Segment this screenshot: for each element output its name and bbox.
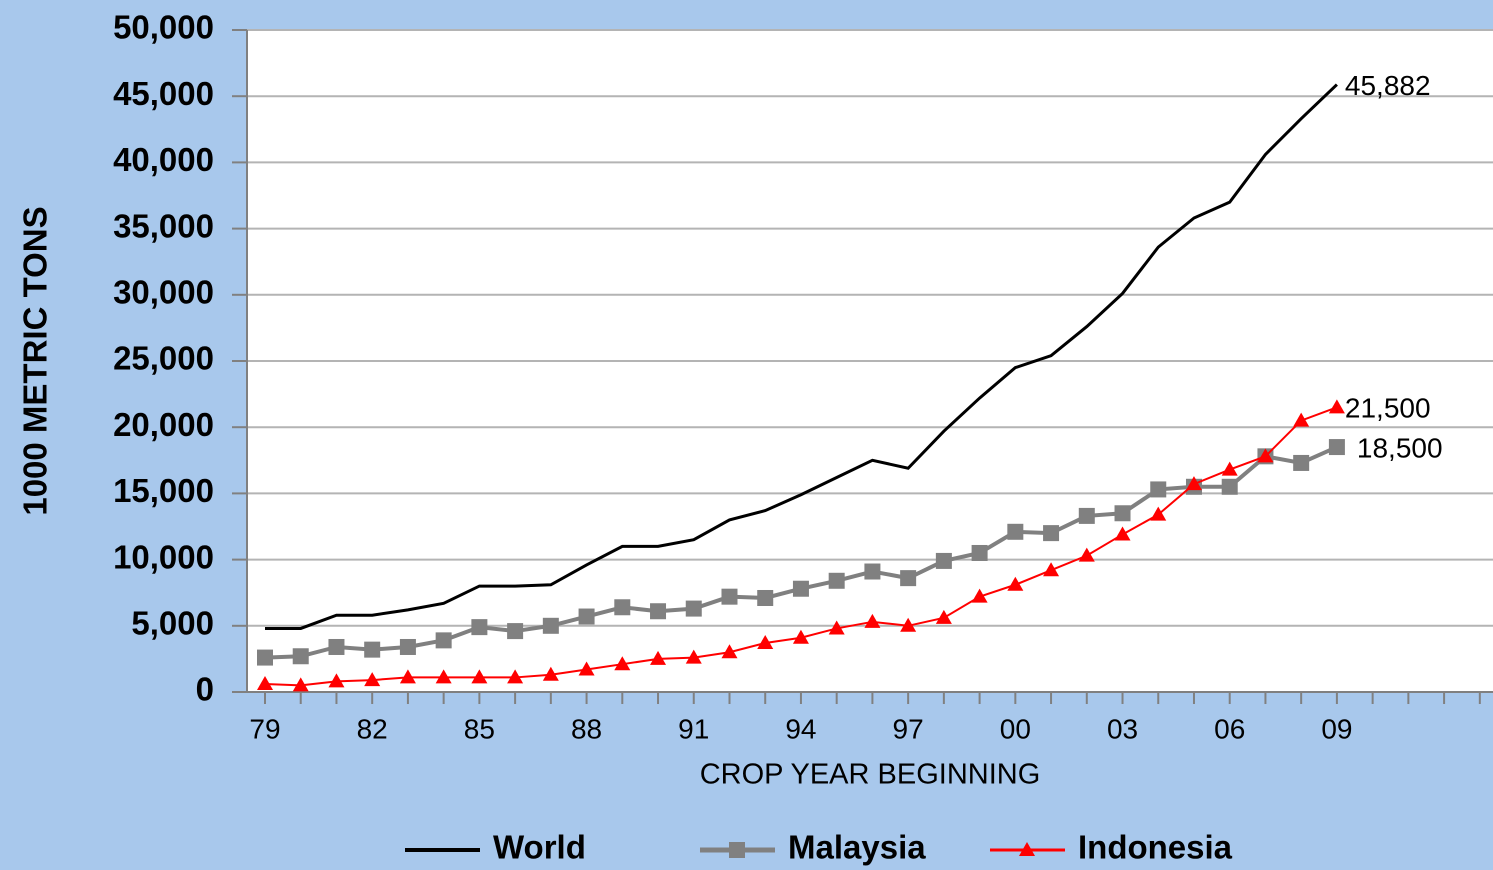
marker [364, 641, 381, 658]
marker [1293, 454, 1310, 471]
marker [757, 589, 774, 606]
value-label: 45,882 [1345, 70, 1431, 101]
marker [900, 570, 917, 587]
y-tick-label: 20,000 [113, 406, 214, 443]
marker [1257, 448, 1274, 463]
y-axis-label: 1000 METRIC TONS [17, 206, 54, 515]
marker [685, 600, 702, 617]
x-tick-label: 03 [1107, 713, 1138, 744]
marker [614, 656, 631, 671]
marker [399, 638, 416, 655]
marker [1293, 412, 1310, 427]
value-label: 21,500 [1345, 393, 1431, 424]
marker [864, 613, 881, 628]
marker [328, 673, 345, 688]
marker [507, 669, 524, 684]
legend-label: Indonesia [1078, 829, 1233, 866]
marker [578, 661, 595, 676]
marker [900, 617, 917, 632]
y-tick-label: 35,000 [113, 207, 214, 244]
legend-marker [729, 842, 745, 858]
marker [935, 609, 952, 624]
y-tick-label: 50,000 [113, 9, 214, 46]
y-tick-label: 5,000 [131, 605, 214, 642]
x-tick-label: 79 [249, 713, 280, 744]
value-label: 18,500 [1357, 432, 1443, 463]
y-tick-label: 10,000 [113, 538, 214, 575]
marker [614, 599, 631, 616]
marker [757, 635, 774, 650]
x-tick-label: 00 [1000, 713, 1031, 744]
marker [828, 572, 845, 589]
legend-label: World [493, 829, 586, 866]
marker [1150, 481, 1167, 498]
marker [257, 649, 273, 666]
marker [1185, 476, 1202, 491]
x-tick-label: 09 [1321, 713, 1352, 744]
marker [1221, 461, 1238, 476]
marker [542, 617, 559, 634]
marker [1328, 439, 1345, 456]
marker [1007, 523, 1024, 540]
marker [328, 638, 345, 655]
legend-marker [1019, 842, 1035, 856]
marker [721, 588, 738, 605]
x-tick-label: 88 [571, 713, 602, 744]
marker [1150, 506, 1167, 521]
marker [578, 608, 595, 625]
marker [1043, 525, 1060, 542]
marker [542, 666, 559, 681]
x-tick-label: 97 [893, 713, 924, 744]
marker [828, 620, 845, 635]
marker [792, 580, 809, 597]
marker [971, 544, 988, 561]
marker [864, 563, 881, 580]
marker [364, 672, 381, 687]
marker [257, 676, 273, 691]
x-tick-label: 06 [1214, 713, 1245, 744]
marker [1078, 547, 1095, 562]
x-tick-label: 85 [464, 713, 495, 744]
marker [1043, 562, 1060, 577]
marker [1221, 478, 1238, 495]
x-tick-label: 91 [678, 713, 709, 744]
x-axis-label: CROP YEAR BEGINNING [700, 759, 1041, 791]
marker [1328, 399, 1345, 414]
marker [935, 552, 952, 569]
marker [650, 603, 667, 620]
marker [685, 649, 702, 664]
marker [507, 623, 524, 640]
marker [971, 588, 988, 603]
series-line [265, 83, 1338, 630]
y-tick-label: 15,000 [113, 472, 214, 509]
marker [650, 650, 667, 665]
marker [292, 677, 309, 692]
y-tick-label: 0 [196, 671, 214, 708]
legend-label: Malaysia [788, 829, 926, 866]
marker [435, 669, 452, 684]
marker [435, 632, 452, 649]
y-tick-label: 45,000 [113, 75, 214, 112]
marker [292, 648, 309, 665]
marker [399, 669, 416, 684]
y-tick-label: 25,000 [113, 340, 214, 377]
marker [1078, 507, 1095, 524]
marker [471, 669, 488, 684]
marker [1114, 505, 1131, 522]
marker [792, 629, 809, 644]
marker [471, 619, 488, 636]
marker [721, 644, 738, 659]
y-tick-label: 40,000 [113, 141, 214, 178]
y-tick-label: 30,000 [113, 274, 214, 311]
x-tick-label: 94 [785, 713, 816, 744]
x-tick-label: 82 [357, 713, 388, 744]
marker [1114, 526, 1131, 541]
marker [1007, 576, 1024, 591]
